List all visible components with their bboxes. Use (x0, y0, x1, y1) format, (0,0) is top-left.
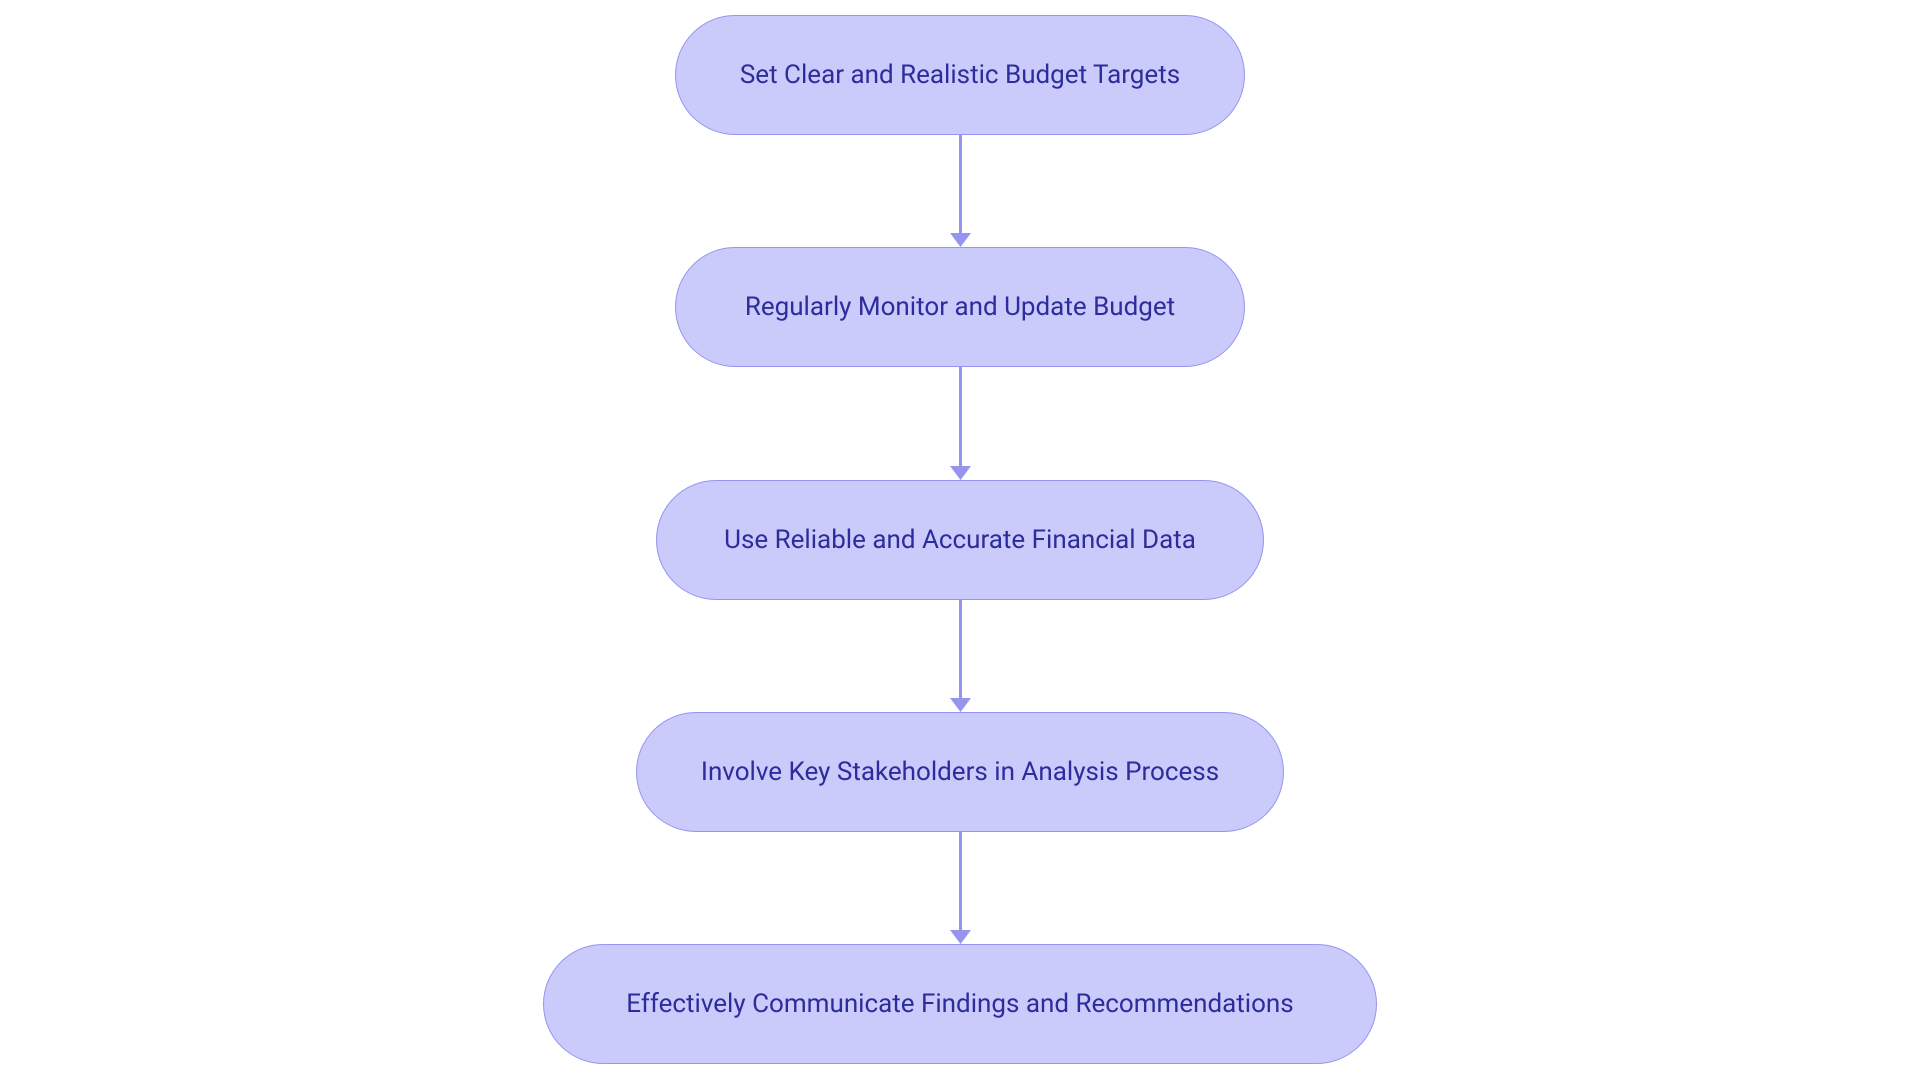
flowchart-node-label: Involve Key Stakeholders in Analysis Pro… (701, 757, 1219, 787)
flowchart-arrow-n2-n3 (947, 367, 974, 480)
flowchart-node-label: Use Reliable and Accurate Financial Data (724, 525, 1196, 555)
flowchart-node-label: Regularly Monitor and Update Budget (745, 292, 1175, 322)
flowchart-container: Set Clear and Realistic Budget Targets Re… (0, 0, 1920, 1080)
flowchart-arrow-n4-n5 (947, 832, 974, 944)
flowchart-node-n2: Regularly Monitor and Update Budget (675, 247, 1245, 367)
flowchart-arrow-n1-n2 (947, 135, 974, 247)
flowchart-node-n4: Involve Key Stakeholders in Analysis Pro… (636, 712, 1284, 832)
flowchart-arrow-n3-n4 (947, 600, 974, 712)
flowchart-node-n3: Use Reliable and Accurate Financial Data (656, 480, 1264, 600)
flowchart-node-n1: Set Clear and Realistic Budget Targets (675, 15, 1245, 135)
flowchart-node-label: Set Clear and Realistic Budget Targets (740, 60, 1180, 90)
flowchart-node-n5: Effectively Communicate Findings and Rec… (543, 944, 1377, 1064)
flowchart-node-label: Effectively Communicate Findings and Rec… (626, 989, 1293, 1019)
